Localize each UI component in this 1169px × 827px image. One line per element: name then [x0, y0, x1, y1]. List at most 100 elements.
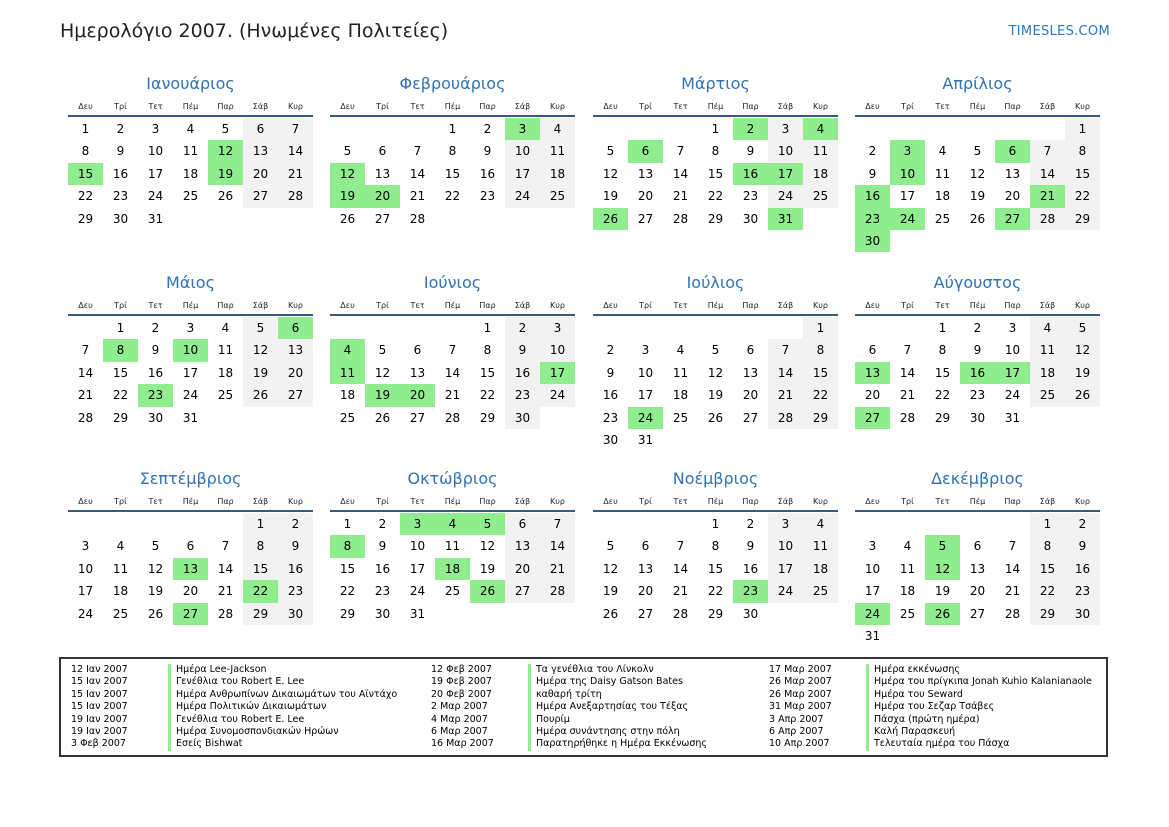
day-cell: 19 — [934, 584, 951, 599]
day-cell: 28 — [672, 606, 689, 621]
day-cell: 12 — [707, 365, 724, 380]
day-cell: 27 — [409, 410, 426, 425]
empty-cell — [365, 317, 400, 339]
empty-cell — [435, 317, 470, 339]
empty-cell — [855, 317, 890, 339]
weekday-label: Πέμ — [182, 102, 199, 111]
day-cell: 11 — [444, 539, 461, 554]
empty-cell — [960, 118, 995, 140]
holiday-date: 6 Μαρ 2007 — [431, 725, 488, 737]
day-cell: 15 — [803, 361, 838, 385]
day-cell: 15 — [707, 166, 724, 181]
day-cell: 2 — [505, 317, 540, 340]
day-cell: 6 — [641, 539, 650, 554]
day-cell: 10 — [540, 339, 575, 362]
day-cell: 4 — [938, 144, 947, 159]
day-cell: 20 — [864, 388, 881, 403]
empty-cell — [628, 513, 663, 535]
weekday-header: Δευ Τρί Τετ Πέμ Παρ Σάβ Κυρ — [593, 494, 838, 510]
holiday-day-cell: 3 — [505, 118, 540, 141]
holiday-name: Πουρίμ — [528, 713, 570, 726]
weekday-header: Δευ Τρί Τετ Πέμ Παρ Σάβ Κυρ — [68, 99, 313, 115]
day-cell: 21 — [899, 388, 916, 403]
weekday-label: Πέμ — [182, 301, 199, 310]
weekday-label: Κυρ — [1075, 497, 1090, 506]
day-cell: 28 — [540, 580, 575, 603]
holiday-day-cell: 31 — [768, 207, 803, 230]
holiday-name: Γενέθλια του Robert E. Lee — [168, 713, 304, 726]
day-cell: 14 — [672, 166, 689, 181]
holiday-day-cell: 16 — [733, 162, 768, 186]
day-cell: 4 — [803, 513, 838, 536]
day-cell: 30 — [742, 606, 759, 621]
weekday-label: Δευ — [340, 497, 355, 506]
site-link[interactable]: TIMESLES.COM — [1008, 24, 1110, 39]
holiday-day-cell: 4 — [435, 513, 470, 536]
month-block: Φεβρουάριος Δευ Τρί Τετ Πέμ Παρ Σάβ Κυρ 1 2 3 4 5 6 7 8… — [330, 73, 575, 230]
day-cell: 28 — [77, 410, 94, 425]
day-cell: 14 — [899, 365, 916, 380]
weekday-label: Παρ — [1004, 497, 1021, 506]
weekday-header: Δευ Τρί Τετ Πέμ Παρ Σάβ Κυρ — [68, 494, 313, 510]
weekday-header: Δευ Τρί Τετ Πέμ Παρ Σάβ Κυρ — [330, 298, 575, 314]
holiday-name: Ημέρα συνάντησης στην πόλη — [528, 725, 680, 739]
empty-cell — [628, 118, 663, 140]
holiday-day-cell: 13 — [173, 557, 208, 581]
holiday-day-cell: 18 — [435, 557, 470, 581]
holiday-day-cell: 26 — [593, 207, 628, 230]
day-cell: 2 — [483, 122, 492, 136]
day-cell: 11 — [182, 144, 199, 159]
day-cell: 10 — [1004, 343, 1021, 358]
day-grid: 1 2 3 4 5 6 7 8 9 10 11 12 13 14 15 16 17 18 19 20 21 22 23 24 2… — [330, 317, 575, 429]
header-rule — [593, 314, 838, 316]
weekday-label: Τρί — [376, 301, 389, 310]
empty-cell — [925, 118, 960, 140]
weekday-label: Κυρ — [1075, 102, 1090, 111]
day-cell: 20 — [637, 189, 654, 204]
weekday-label: Τρί — [901, 301, 914, 310]
day-cell: 17 — [899, 189, 916, 204]
empty-cell — [593, 513, 628, 535]
weekday-header: Δευ Τρί Τετ Πέμ Παρ Σάβ Κυρ — [855, 298, 1100, 314]
month-block: Απρίλιος Δευ Τρί Τετ Πέμ Παρ Σάβ Κυρ 1 2 3 4 5 6 7 8 9 10… — [855, 73, 1100, 253]
weekday-label: Τρί — [114, 497, 127, 506]
day-cell: 30 — [505, 406, 540, 429]
day-grid: 1 2 3 4 5 6 7 8 9 10 11 12 13 14 15 16 17 18 19 20 21 22 23 24 2… — [855, 118, 1100, 253]
day-cell: 7 — [1008, 539, 1017, 554]
day-cell: 16 — [278, 557, 313, 581]
day-cell: 8 — [448, 144, 457, 159]
day-grid: 1 2 3 4 5 6 7 8 9 10 11 12 13 14 15 16 17 18 19 20 21 22 23 24 2… — [593, 513, 838, 625]
day-cell: 7 — [903, 343, 912, 358]
day-cell: 13 — [742, 365, 759, 380]
weekday-label: Παρ — [217, 497, 234, 506]
header-rule — [855, 115, 1100, 117]
day-cell: 2 — [378, 517, 387, 531]
day-cell: 24 — [768, 580, 803, 603]
holiday-day-cell: 23 — [733, 580, 768, 603]
holiday-day-cell: 6 — [628, 140, 663, 163]
header-rule — [330, 510, 575, 512]
day-cell: 22 — [707, 584, 724, 599]
day-cell: 11 — [217, 343, 234, 358]
day-cell: 11 — [540, 140, 575, 163]
day-cell: 16 — [374, 561, 391, 576]
holiday-day-cell: 3 — [890, 140, 925, 163]
day-cell: 5 — [343, 144, 352, 159]
weekday-label: Κυρ — [1075, 301, 1090, 310]
holiday-name: Ημέρα Lee-Jackson — [168, 664, 267, 677]
day-cell: 12 — [1065, 339, 1100, 362]
day-cell: 15 — [112, 365, 129, 380]
holiday-day-cell: 24 — [628, 406, 663, 429]
day-cell: 5 — [973, 144, 982, 159]
weekday-label: Παρ — [1004, 301, 1021, 310]
empty-cell — [995, 118, 1030, 140]
holiday-legend: 12 Ιαν 2007 Ημέρα Lee-Jackson 15 Ιαν 2007 Γ… — [59, 657, 1108, 757]
legend-column: 12 Φεβ 2007 Τα γενέθλια του Λίνκολν 19 Φεβ… — [431, 664, 707, 751]
holiday-day-cell: 22 — [243, 580, 278, 603]
weekday-label: Δευ — [865, 497, 880, 506]
holiday-day-cell: 5 — [925, 535, 960, 558]
day-cell: 11 — [112, 561, 129, 576]
holiday-day-cell: 3 — [400, 513, 435, 536]
day-cell: 20 — [182, 584, 199, 599]
day-cell: 2 — [151, 321, 160, 335]
